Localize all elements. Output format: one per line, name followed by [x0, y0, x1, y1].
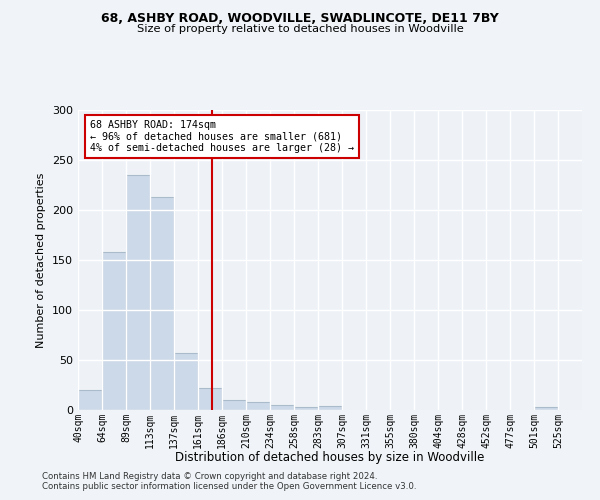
Bar — [270, 405, 294, 410]
Bar — [150, 197, 174, 410]
Bar — [102, 252, 126, 410]
Text: Size of property relative to detached houses in Woodville: Size of property relative to detached ho… — [137, 24, 463, 34]
Bar — [78, 390, 102, 410]
Bar — [174, 353, 198, 410]
Text: 68 ASHBY ROAD: 174sqm
← 96% of detached houses are smaller (681)
4% of semi-deta: 68 ASHBY ROAD: 174sqm ← 96% of detached … — [90, 120, 354, 153]
Text: Contains HM Land Registry data © Crown copyright and database right 2024.: Contains HM Land Registry data © Crown c… — [42, 472, 377, 481]
Text: Contains public sector information licensed under the Open Government Licence v3: Contains public sector information licen… — [42, 482, 416, 491]
Bar — [222, 400, 246, 410]
Bar — [318, 406, 342, 410]
Text: 68, ASHBY ROAD, WOODVILLE, SWADLINCOTE, DE11 7BY: 68, ASHBY ROAD, WOODVILLE, SWADLINCOTE, … — [101, 12, 499, 26]
Bar — [126, 175, 150, 410]
Bar — [198, 388, 222, 410]
Bar — [294, 407, 318, 410]
Text: Distribution of detached houses by size in Woodville: Distribution of detached houses by size … — [175, 451, 485, 464]
Bar — [246, 402, 270, 410]
Bar — [534, 407, 558, 410]
Y-axis label: Number of detached properties: Number of detached properties — [37, 172, 46, 348]
